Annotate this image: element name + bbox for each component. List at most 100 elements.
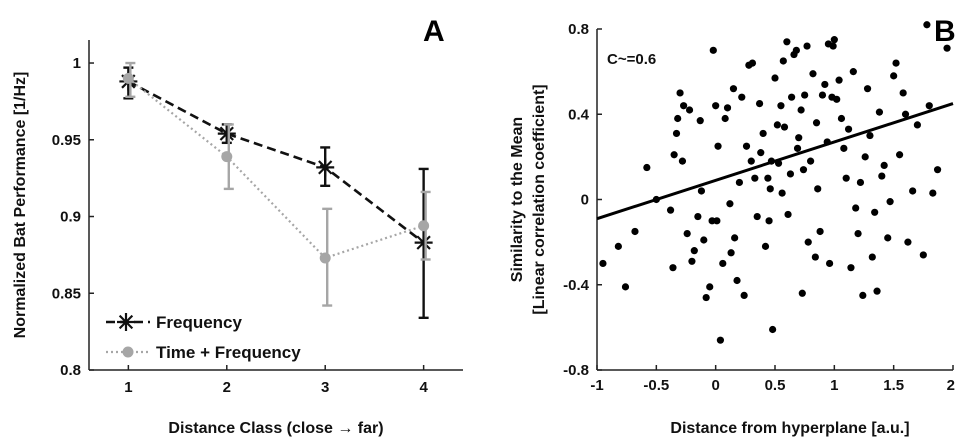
scatter-point bbox=[812, 119, 821, 127]
scatter-point bbox=[721, 114, 729, 123]
legend-time-frequency-label: Time + Frequency bbox=[156, 343, 301, 362]
scatter-point bbox=[678, 157, 687, 165]
scatter-point bbox=[747, 157, 755, 165]
scatter-point bbox=[871, 208, 879, 216]
scatter-point bbox=[685, 106, 694, 114]
scatter-point bbox=[780, 123, 789, 131]
scatter-point bbox=[866, 131, 874, 140]
scatter-point bbox=[774, 159, 783, 167]
scatter-point bbox=[847, 264, 855, 272]
legend-time-frequency-marker bbox=[122, 346, 134, 358]
series-time-frequency-marker bbox=[221, 151, 233, 163]
scatter-point bbox=[723, 104, 732, 112]
scatter-point bbox=[929, 189, 937, 197]
y-tick-label: -0.8 bbox=[563, 362, 589, 379]
scatter-point bbox=[757, 149, 765, 157]
series-time-frequency-line bbox=[127, 77, 424, 260]
x-tick-label: 2 bbox=[223, 379, 231, 396]
x-tick-label: 0.5 bbox=[765, 377, 786, 394]
series-frequency-marker-stroke bbox=[318, 160, 333, 175]
x-tick-label: 4 bbox=[419, 379, 428, 396]
scatter-point bbox=[829, 42, 837, 50]
scatter-point bbox=[751, 174, 759, 182]
series-time-frequency-marker bbox=[319, 252, 331, 264]
scatter-point bbox=[733, 276, 741, 285]
scatter-point bbox=[784, 210, 792, 219]
scatter-point bbox=[777, 102, 785, 110]
x-tick-label: 0 bbox=[711, 377, 719, 394]
legend-frequency-marker-stroke bbox=[118, 314, 134, 330]
scatter-point bbox=[880, 161, 888, 169]
scatter-point bbox=[726, 200, 734, 208]
scatter-point bbox=[742, 142, 751, 150]
scatter-point bbox=[713, 217, 721, 225]
scatter-point bbox=[714, 142, 722, 150]
scatter-point bbox=[614, 242, 622, 250]
x-axis-label: Distance from hyperplane [a.u.] bbox=[670, 420, 909, 437]
legend-frequency-marker bbox=[117, 313, 135, 331]
scatter-point bbox=[688, 257, 696, 265]
y-tick-label: 0.95 bbox=[52, 132, 81, 149]
series-frequency-line bbox=[127, 80, 425, 244]
scatter-point bbox=[740, 291, 748, 300]
y-tick-label: 0.8 bbox=[568, 21, 589, 38]
scatter-point bbox=[807, 157, 815, 165]
scatter-point bbox=[748, 59, 757, 67]
scatter-point bbox=[875, 108, 884, 116]
scatter-point bbox=[767, 157, 776, 165]
scatter-point bbox=[884, 234, 892, 242]
scatter-point bbox=[652, 195, 660, 204]
panel-b-scatter-plot: -0.8 -0.4 0 0.4 0.8 -1 -0.5 0 0.5 1 1.5 2 Distance f… bbox=[509, 15, 956, 437]
scatter-point bbox=[842, 174, 850, 182]
scatter-point bbox=[773, 121, 781, 129]
panel-label-a: A bbox=[423, 15, 445, 48]
panel-a-line-chart: 0.8 0.85 0.9 0.95 1 1 2 3 4 Distance Class (close… bbox=[12, 15, 463, 437]
scatter-point bbox=[923, 21, 931, 29]
scatter-point bbox=[766, 185, 774, 193]
scatter-point bbox=[706, 283, 714, 291]
scatter-point bbox=[702, 293, 710, 302]
x-tick-label: 1 bbox=[124, 379, 132, 396]
scatter-point bbox=[694, 212, 702, 221]
scatter-point bbox=[755, 99, 764, 108]
scatter-point bbox=[814, 185, 822, 193]
scatter-point bbox=[825, 259, 834, 268]
series-frequency-marker-stroke bbox=[416, 235, 431, 250]
y-tick-label: 0.85 bbox=[52, 285, 81, 302]
scatter-point bbox=[696, 117, 704, 125]
y-axis-label-line-2: [Linear correlation coefficient] bbox=[531, 84, 548, 314]
x-tick-label: 1.5 bbox=[883, 377, 904, 394]
scatter-point bbox=[816, 227, 824, 236]
scatter-point bbox=[801, 91, 809, 99]
x-tick-label: 2 bbox=[947, 377, 955, 394]
scatter-point bbox=[837, 114, 846, 123]
scatter-point bbox=[896, 151, 904, 159]
y-axis-label-line-1: Similarity to the Mean bbox=[509, 117, 526, 282]
scatter-point bbox=[643, 163, 651, 172]
scatter-point bbox=[899, 89, 907, 97]
scatter-point bbox=[830, 36, 838, 44]
scatter-point bbox=[683, 230, 691, 238]
legend-frequency-label: Frequency bbox=[156, 313, 243, 332]
scatter-point bbox=[769, 325, 777, 334]
scatter-point bbox=[835, 76, 843, 84]
scatter-point bbox=[669, 264, 677, 272]
scatter-point bbox=[925, 102, 933, 110]
y-tick-label: 0.4 bbox=[568, 106, 590, 123]
x-axis-label: Distance Class (close → far) bbox=[168, 420, 383, 437]
scatter-point bbox=[783, 38, 791, 46]
scatter-point bbox=[719, 259, 727, 268]
scatter-point bbox=[676, 89, 684, 97]
scatter-point bbox=[892, 59, 900, 67]
scatter-point bbox=[818, 91, 827, 99]
scatter-point bbox=[809, 70, 817, 78]
scatter-point bbox=[666, 206, 675, 214]
scatter-point bbox=[799, 166, 808, 174]
scatter-point bbox=[716, 336, 725, 344]
scatter-point bbox=[761, 242, 770, 250]
scatter-point bbox=[729, 85, 738, 93]
scatter-point bbox=[672, 129, 681, 138]
scatter-point bbox=[901, 110, 910, 118]
scatter-point bbox=[771, 74, 779, 82]
